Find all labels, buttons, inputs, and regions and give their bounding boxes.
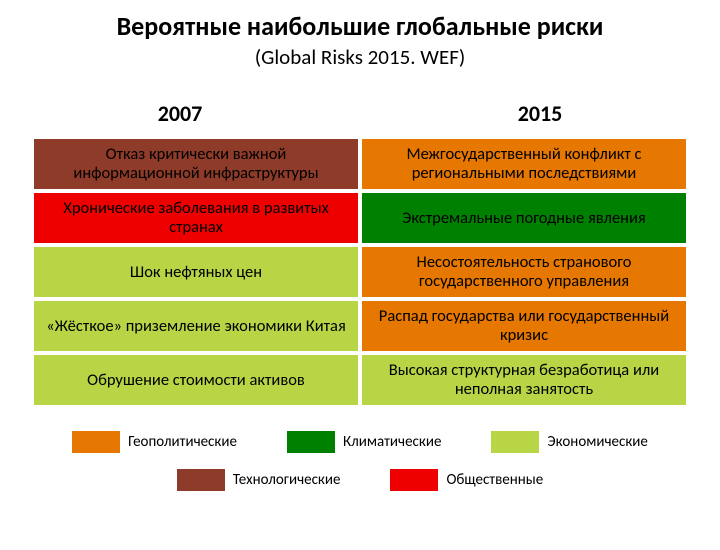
- legend-swatch: [390, 469, 438, 491]
- table-row: Хронические заболевания в развитых стран…: [32, 191, 688, 245]
- table-row: «Жёсткое» приземление экономики Китая Ра…: [32, 299, 688, 353]
- table-row: Шок нефтяных цен Несостоятельность стран…: [32, 245, 688, 299]
- risk-cell: Экстремальные погодные явления: [360, 191, 688, 245]
- legend-swatch: [177, 469, 225, 491]
- risk-cell: Распад государства или государственный к…: [360, 299, 688, 353]
- legend-label: Экономические: [547, 433, 647, 451]
- subtitle: (Global Risks 2015. WEF): [0, 44, 720, 70]
- legend: Геополитические Климатические Экономичес…: [0, 431, 720, 491]
- risk-cell: Хронические заболевания в развитых стран…: [32, 191, 360, 245]
- legend-swatch: [287, 431, 335, 453]
- risk-cell: Обрушение стоимости активов: [32, 353, 360, 407]
- risk-cell: «Жёсткое» приземление экономики Китая: [32, 299, 360, 353]
- risk-cell: Несостоятельность странового государстве…: [360, 245, 688, 299]
- main-title: Вероятные наибольшие глобальные риски: [0, 10, 720, 42]
- legend-label: Геополитические: [128, 433, 237, 451]
- legend-item: Общественные: [390, 469, 543, 491]
- legend-row-2: Технологические Общественные: [0, 469, 720, 491]
- legend-item: Экономические: [491, 431, 647, 453]
- risk-table: Отказ критически важной информационной и…: [30, 135, 690, 409]
- legend-item: Климатические: [287, 431, 441, 453]
- legend-swatch: [491, 431, 539, 453]
- legend-row-1: Геополитические Климатические Экономичес…: [0, 431, 720, 453]
- table-row: Обрушение стоимости активов Высокая стру…: [32, 353, 688, 407]
- legend-item: Технологические: [177, 469, 341, 491]
- year-header-row: 2007 2015: [0, 100, 720, 127]
- legend-label: Климатические: [343, 433, 441, 451]
- risk-cell: Межгосударственный конфликт с региональн…: [360, 137, 688, 191]
- legend-swatch: [72, 431, 120, 453]
- risk-cell: Отказ критически важной информационной и…: [32, 137, 360, 191]
- legend-label: Технологические: [233, 471, 341, 489]
- risk-cell: Шок нефтяных цен: [32, 245, 360, 299]
- legend-item: Геополитические: [72, 431, 237, 453]
- table-row: Отказ критически важной информационной и…: [32, 137, 688, 191]
- year-2007: 2007: [0, 100, 360, 127]
- year-2015: 2015: [360, 100, 720, 127]
- legend-label: Общественные: [446, 471, 543, 489]
- risk-cell: Высокая структурная безработица или непо…: [360, 353, 688, 407]
